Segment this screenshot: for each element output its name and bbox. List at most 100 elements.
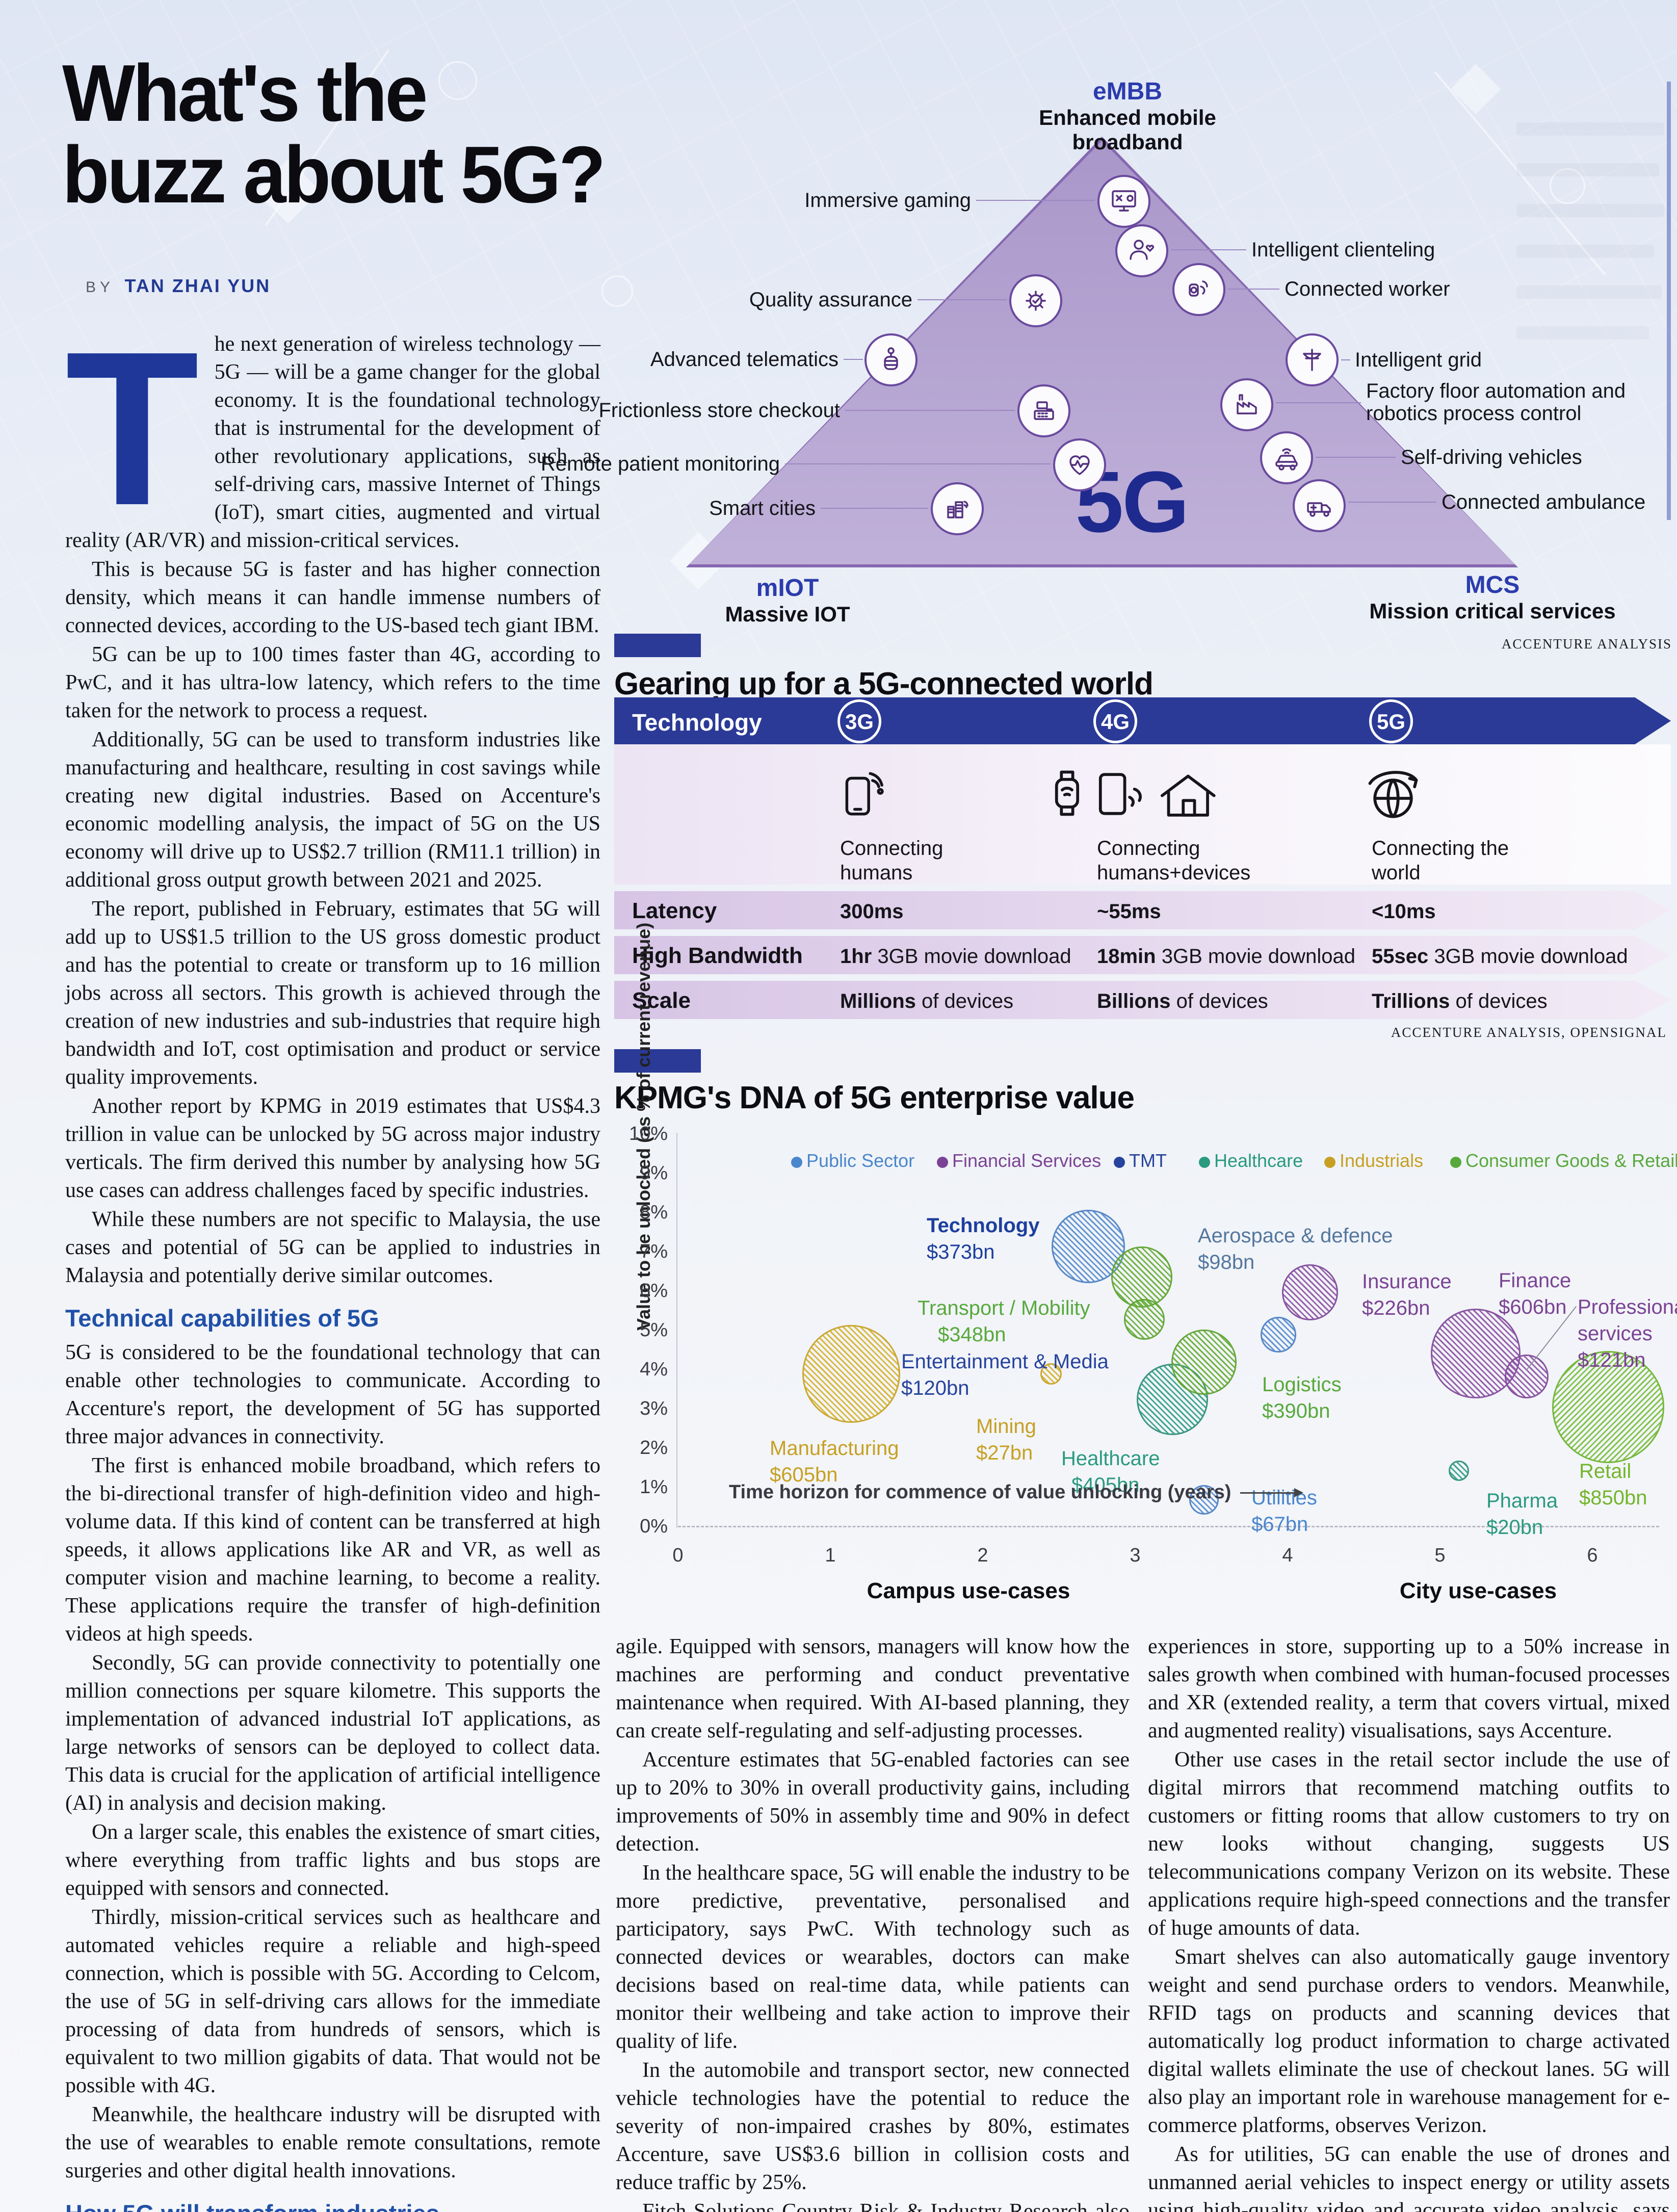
paragraph: Fitch Solutions Country Risk & Industry … <box>642 2200 1130 2212</box>
name: Technology <box>927 1214 1040 1237</box>
value: $27bn <box>976 1442 1033 1464</box>
paragraph: 5G is considered to be the foundational … <box>65 1341 600 1448</box>
value: $605bn <box>770 1464 838 1486</box>
leader-line <box>1316 457 1396 458</box>
pyramid-label-right: Self-driving vehicles <box>1401 446 1582 469</box>
y-tick: 7% <box>640 1241 668 1262</box>
paragraph: Smart shelves can also automatically gau… <box>1148 1945 1670 2137</box>
advanced-telematics-icon <box>864 333 918 386</box>
headline-line1: What's the <box>62 48 428 138</box>
value: $606bn <box>1499 1296 1567 1318</box>
pyramid-label-right: Intelligent grid <box>1355 349 1482 371</box>
chart-title: KPMG's DNA of 5G enterprise value <box>614 1080 1135 1115</box>
value-rest: 3GB movie download <box>872 945 1071 968</box>
legend-dot <box>1114 1157 1125 1168</box>
y-tick: 10% <box>628 1123 668 1144</box>
bleed-through <box>1516 122 1664 136</box>
name: Aerospace & defence <box>1198 1225 1393 1247</box>
section-heading-transform: How 5G will transform industries <box>65 2200 600 2212</box>
byline-prefix: BY <box>86 279 115 296</box>
y-tick: 0% <box>640 1516 668 1537</box>
value: $98bn <box>1198 1251 1255 1273</box>
x-axis-title: Time horizon for commence of value unloc… <box>729 1481 1231 1503</box>
x-tick: 6 <box>1587 1545 1598 1566</box>
bubble-insurance <box>1282 1264 1338 1320</box>
value: 300ms <box>840 900 904 923</box>
leader-line <box>785 463 1051 464</box>
name: Mining <box>976 1415 1036 1438</box>
campus-use-cases: Campus use-cases <box>867 1578 1070 1603</box>
chart-kicker-bar <box>614 1049 701 1073</box>
name: Utilities <box>1251 1487 1317 1509</box>
x-axis-baseline <box>678 1526 1659 1527</box>
bubble-retail <box>1552 1351 1664 1463</box>
paragraph: 5G can be up to 100 times faster than 4G… <box>65 643 600 722</box>
byline-name: TAN ZHAI YUN <box>124 275 271 296</box>
bubble-entertainment-media <box>1261 1317 1296 1352</box>
label-retail: Retail $850bn <box>1579 1458 1647 1511</box>
label-healthcare: Healthcare $405bn <box>1061 1445 1160 1498</box>
latency-row-label: Latency <box>632 898 717 923</box>
self-driving-icon <box>1260 431 1313 484</box>
bubble-manufacturing <box>802 1325 900 1423</box>
miot-label: mIOT Massive IOT <box>660 574 915 627</box>
mcs-label: MCS Mission critical services <box>1360 571 1625 623</box>
legend-industrials: Industrials <box>1324 1150 1423 1172</box>
bubble-utilities <box>1189 1485 1219 1515</box>
paragraph: The report, published in February, estim… <box>65 897 600 1089</box>
table-body-bg <box>614 744 1671 884</box>
value-rest: of devices <box>1450 990 1548 1012</box>
x-tick: 2 <box>977 1545 988 1566</box>
x-tick: 4 <box>1282 1545 1293 1566</box>
leader-line <box>844 359 863 360</box>
middle-column: agile. Equipped with sensors, managers w… <box>616 1633 1130 2212</box>
name: Entertainment & Media <box>901 1350 1109 1373</box>
leader-line <box>1348 502 1436 503</box>
paragraph: agile. Equipped with sensors, managers w… <box>616 1635 1130 1742</box>
paragraph: In the healthcare space, 5G will enable … <box>616 1861 1130 2053</box>
value: $390bn <box>1262 1400 1330 1422</box>
bandwidth-3g: 1hr 3GB movie download <box>840 944 1071 969</box>
value: $20bn <box>1486 1516 1543 1539</box>
leader-line <box>918 299 1007 300</box>
city-use-cases: City use-cases <box>1399 1578 1557 1603</box>
pyramid-label-left: Remote patient monitoring <box>540 453 780 475</box>
legend-dot <box>791 1157 802 1168</box>
section-heading-technical: Technical capabilities of 5G <box>65 1305 379 1332</box>
latency-4g: ~55ms <box>1097 899 1161 924</box>
y-tick: 5% <box>640 1319 668 1341</box>
mcs-name: Mission critical services <box>1369 599 1616 623</box>
name: Insurance <box>1362 1270 1452 1293</box>
smart-cities-icon <box>931 482 984 535</box>
label-mining: Mining $27bn <box>976 1413 1036 1466</box>
legend-financial-services: Financial Services <box>937 1150 1101 1172</box>
x-tick: 3 <box>1130 1545 1141 1566</box>
value: Trillions <box>1372 990 1450 1012</box>
leader-line <box>976 200 1095 201</box>
paragraph: experiences in store, supporting up to a… <box>1148 1635 1670 1742</box>
pyramid-label-left: Smart cities <box>709 497 816 519</box>
factory-automation-icon <box>1220 378 1273 431</box>
latency-3g: 300ms <box>840 899 904 924</box>
immersive-gaming-icon <box>1097 175 1150 228</box>
table-title: Gearing up for a 5G-connected world <box>614 666 1154 701</box>
table-attribution: ACCENTURE ANALYSIS, OPENSIGNAL <box>1391 1025 1667 1040</box>
mcs-abbr: MCS <box>1465 571 1520 598</box>
legend-label: Healthcare <box>1214 1150 1303 1171</box>
pyramid-label-left: Advanced telematics <box>650 348 839 371</box>
paragraph: On a larger scale, this enables the exis… <box>65 1820 600 1900</box>
value: $850bn <box>1579 1487 1647 1509</box>
paragraph: Secondly, 5G can provide connectivity to… <box>65 1651 600 1815</box>
value: $120bn <box>901 1377 969 1399</box>
bandwidth-4g: 18min 3GB movie download <box>1097 944 1355 969</box>
connect-cell-5g: Connecting the world <box>1372 837 1509 884</box>
paragraph: Other use cases in the retail sector inc… <box>1148 1748 1670 1940</box>
legend-consumer-goods: Consumer Goods & Retail <box>1450 1150 1677 1172</box>
paragraph: Another report by KPMG in 2019 estimates… <box>65 1095 600 1202</box>
name: Pharma <box>1486 1490 1558 1512</box>
bleed-through <box>1516 163 1659 176</box>
value: $67bn <box>1251 1513 1308 1536</box>
bubble-professional-services <box>1505 1355 1549 1398</box>
table-kicker-bar <box>614 634 701 657</box>
